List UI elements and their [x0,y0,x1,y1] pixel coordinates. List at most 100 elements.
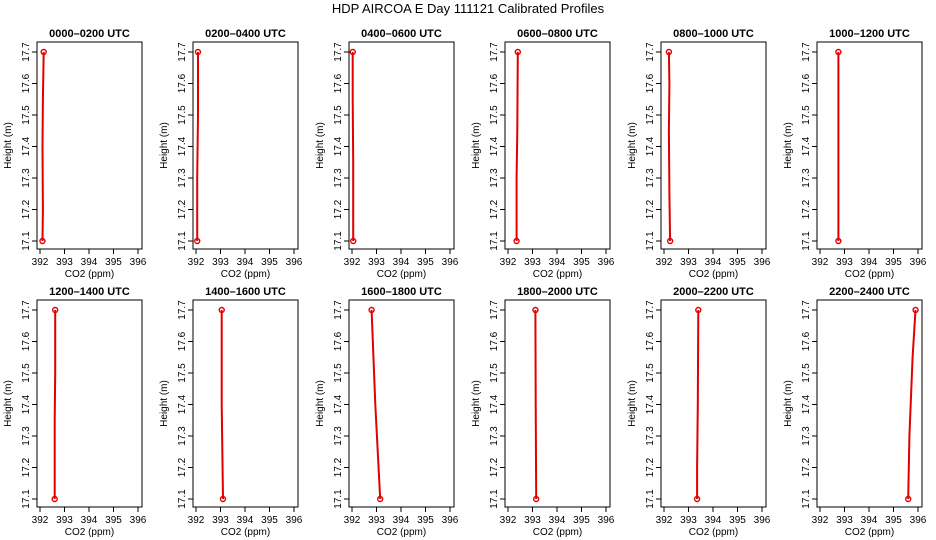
y-tick-label: 17.2 [645,199,656,219]
plot-panel [656,299,767,512]
profile-point [194,237,201,245]
profile-point [368,306,375,314]
y-tick-label: 17.2 [489,457,500,477]
x-tick-label: 394 [393,515,410,526]
plot-frame [192,299,299,508]
profile-point [905,495,912,503]
x-axis-label: CO2 (ppm) [377,527,426,538]
profile-line [351,52,355,241]
plot-panel [344,299,455,512]
x-tick-label: 396 [598,515,615,526]
y-tick-label: 17.3 [21,426,32,446]
y-axis-label: Height (m) [471,380,482,427]
profile-line [220,310,224,500]
x-tick-label: 396 [910,257,927,268]
plot-panel [500,41,611,254]
x-tick-label: 395 [573,515,590,526]
y-tick-label: 17.4 [21,136,32,156]
y-tick-label: 17.7 [333,42,344,62]
x-tick-label: 395 [105,257,122,268]
profile-point [218,306,225,314]
profile-line [667,51,672,242]
plot-panel [812,299,923,512]
profile-point [39,237,46,245]
x-tick-label: 395 [885,515,902,526]
y-tick-label: 17.6 [801,331,812,351]
x-tick-label: 393 [836,257,853,268]
y-axis-label: Height (m) [783,380,794,427]
y-tick-label: 17.2 [489,199,500,219]
x-axis-label: CO2 (ppm) [845,269,894,280]
y-tick-label: 17.7 [645,42,656,62]
y-tick-label: 17.5 [333,105,344,125]
x-tick-label: 393 [524,515,541,526]
y-tick-label: 17.3 [645,426,656,446]
plot-panel [32,41,143,254]
profile-point [835,237,842,245]
x-tick-label: 394 [861,257,878,268]
x-tick-label: 396 [598,257,615,268]
y-tick-label: 17.1 [645,489,656,509]
y-tick-label: 17.1 [801,489,812,509]
page-title: HDP AIRCOA E Day 111121 Calibrated Profi… [331,1,605,16]
profile-point [350,237,357,245]
plot-panel [656,41,767,254]
y-tick-label: 17.4 [645,136,656,156]
profile-point [51,306,59,314]
y-tick-label: 17.4 [333,394,344,414]
profile-point [514,48,521,56]
x-tick-label: 396 [910,515,927,526]
profile-line [196,52,199,241]
y-tick-label: 17.2 [333,457,344,477]
y-tick-label: 17.3 [333,168,344,188]
x-tick-label: 396 [754,515,771,526]
profile-point [665,48,673,56]
x-axis-label: CO2 (ppm) [377,269,426,280]
plot-frame [504,299,611,508]
profile-line [907,309,917,500]
plot-panel [500,299,611,512]
y-tick-label: 17.3 [21,168,32,188]
x-axis-label: CO2 (ppm) [65,269,114,280]
x-tick-label: 394 [237,515,254,526]
x-tick-label: 394 [705,515,722,526]
plot-frame [36,41,143,250]
y-tick-label: 17.5 [645,105,656,125]
y-tick-label: 17.1 [21,489,32,509]
x-tick-label: 396 [442,515,459,526]
x-tick-label: 392 [344,515,361,526]
y-tick-label: 17.1 [801,231,812,251]
x-tick-label: 392 [656,257,673,268]
y-tick-label: 17.4 [177,394,188,414]
y-tick-label: 17.2 [801,199,812,219]
plot-frame [504,41,611,250]
y-tick-label: 17.5 [489,105,500,125]
y-tick-label: 17.6 [333,331,344,351]
y-tick-label: 17.5 [489,363,500,383]
x-tick-label: 394 [393,257,410,268]
profile-point [912,306,919,314]
y-axis-label: Height (m) [3,380,14,427]
profile-line [53,310,57,499]
plot-panel [812,41,923,254]
plot-frame [348,299,455,508]
y-tick-label: 17.4 [801,136,812,156]
y-tick-label: 17.6 [21,331,32,351]
x-tick-label: 393 [680,257,697,268]
x-tick-label: 395 [261,515,278,526]
profile-point [349,48,356,56]
y-tick-label: 17.7 [333,300,344,320]
y-tick-label: 17.1 [489,231,500,251]
x-tick-label: 395 [417,257,434,268]
y-tick-label: 17.1 [489,489,500,509]
y-tick-label: 17.5 [21,363,32,383]
x-tick-label: 393 [836,515,853,526]
x-tick-label: 393 [368,515,385,526]
y-tick-label: 17.6 [21,73,32,93]
y-tick-label: 17.3 [489,426,500,446]
y-tick-label: 17.4 [801,394,812,414]
y-tick-label: 17.6 [489,73,500,93]
panel-title: 0800–1000 UTC [673,28,754,40]
x-tick-label: 396 [286,257,303,268]
y-tick-label: 17.4 [489,136,500,156]
